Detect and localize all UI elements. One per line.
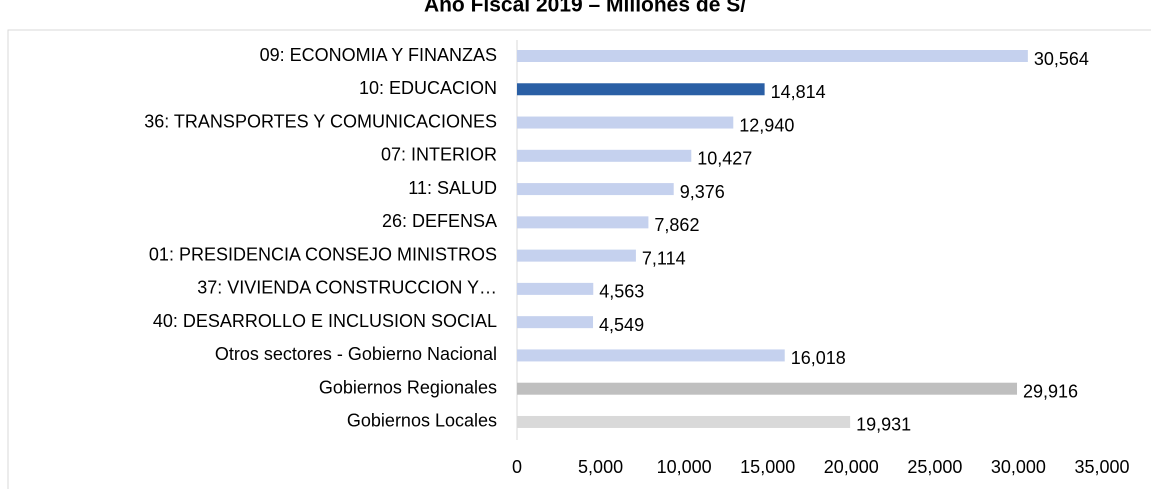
bar <box>517 183 674 196</box>
x-tick-label: 10,000 <box>657 457 712 477</box>
bar <box>517 316 594 329</box>
value-label: 7,862 <box>654 215 699 235</box>
y-tick-label: 40: DESARROLLO E INCLUSION SOCIAL <box>153 311 497 331</box>
x-tick-label: 15,000 <box>740 457 795 477</box>
y-tick-label: 07: INTERIOR <box>381 145 497 165</box>
value-label: 4,563 <box>599 282 644 302</box>
y-tick-label: Gobiernos Locales <box>347 411 497 431</box>
value-label: 4,549 <box>599 315 644 335</box>
bar <box>517 282 594 295</box>
value-label: 7,114 <box>642 248 686 268</box>
bar <box>517 249 636 262</box>
bar <box>517 415 851 428</box>
x-tick-label: 5,000 <box>578 457 623 477</box>
y-tick-label: 09: ECONOMIA Y FINANZAS <box>260 45 497 65</box>
x-tick-label: 0 <box>512 457 522 477</box>
value-label: 10,427 <box>697 149 752 169</box>
y-tick-label: 11: SALUD <box>408 178 497 198</box>
value-label: 29,916 <box>1023 381 1078 401</box>
chart-title: Año Fiscal 2019 – Millones de S/ <box>424 0 746 17</box>
y-tick-label: 37: VIVIENDA CONSTRUCCION Y… <box>197 278 497 298</box>
value-label: 19,931 <box>856 415 911 435</box>
x-tick-label: 30,000 <box>991 457 1046 477</box>
bar <box>517 116 734 129</box>
bar <box>517 382 1018 395</box>
x-tick-label: 25,000 <box>907 457 962 477</box>
y-tick-label: 10: EDUCACION <box>359 78 497 98</box>
bar <box>517 83 765 96</box>
chart-border <box>7 29 1151 489</box>
value-label: 12,940 <box>739 115 794 135</box>
value-label: 9,376 <box>680 182 725 202</box>
x-tick-label: 20,000 <box>824 457 879 477</box>
bar <box>517 149 692 162</box>
y-tick-label: 26: DEFENSA <box>382 211 497 231</box>
y-tick-label: 36: TRANSPORTES Y COMUNICACIONES <box>144 111 497 131</box>
value-label: 14,814 <box>771 82 826 102</box>
y-tick-label: Otros sectores - Gobierno Nacional <box>215 344 497 364</box>
value-label: 16,018 <box>791 348 846 368</box>
bar <box>517 50 1028 62</box>
y-tick-label: 01: PRESIDENCIA CONSEJO MINISTROS <box>149 244 497 264</box>
bar <box>517 216 649 229</box>
x-tick-label: 35,000 <box>1074 457 1129 477</box>
y-tick-label: Gobiernos Regionales <box>319 377 497 397</box>
bar <box>517 349 785 362</box>
value-label: 30,564 <box>1034 49 1089 69</box>
